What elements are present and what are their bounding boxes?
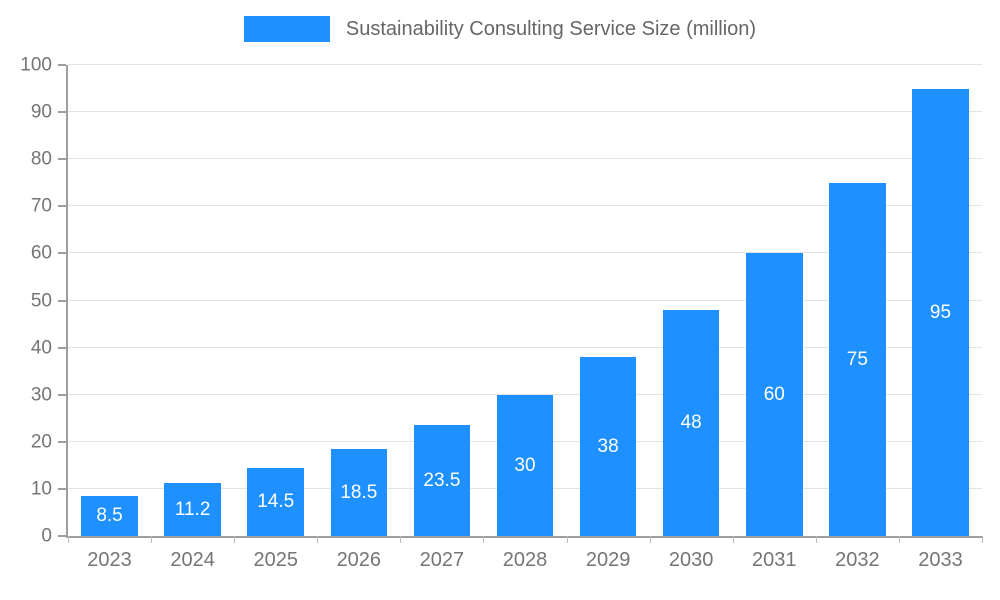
x-axis-tick	[732, 536, 734, 543]
bar-value-label: 38	[597, 436, 619, 458]
bar: 8.5	[81, 495, 138, 536]
bar-value-label: 48	[680, 412, 702, 434]
x-axis-label: 2032	[835, 549, 880, 571]
bar: 75	[829, 182, 886, 536]
y-axis-tick	[58, 158, 66, 161]
y-axis-label: 0	[41, 525, 52, 547]
chart-title: Sustainability Consulting Service Size (…	[345, 17, 757, 40]
bar: 95	[912, 88, 969, 536]
y-axis-label: 30	[30, 384, 52, 406]
y-axis-tick	[58, 440, 66, 443]
y-axis-label: 80	[30, 148, 52, 170]
x-axis-label: 2027	[419, 549, 465, 571]
bar: 60	[746, 253, 803, 536]
y-axis-label: 70	[30, 195, 52, 217]
y-axis-label: 50	[30, 290, 52, 311]
y-axis-tick	[58, 299, 66, 302]
bar-value-label: 11.2	[174, 499, 211, 521]
y-axis-tick	[58, 346, 66, 349]
y-axis-tick	[58, 487, 66, 490]
x-axis-label: 2023	[87, 549, 132, 571]
bar: 18.5	[330, 448, 388, 536]
x-axis-label: 2033	[918, 549, 963, 571]
gridline	[68, 252, 982, 254]
bar: 48	[662, 309, 720, 536]
y-axis-tick	[58, 64, 66, 66]
y-axis-label: 60	[30, 242, 52, 264]
bar-value-label: 23.5	[423, 470, 461, 492]
x-axis-tick	[483, 536, 485, 543]
legend: Sustainability Consulting Service Size (…	[0, 16, 1000, 42]
y-axis-tick	[58, 205, 66, 208]
bar-value-label: 18.5	[340, 481, 378, 503]
y-axis-tick	[58, 111, 66, 114]
x-axis-label: 2030	[668, 549, 714, 571]
bar-value-label: 75	[846, 348, 868, 370]
y-axis-label: 20	[30, 431, 52, 453]
plot-area: 0 10 20 30 40 50 60 70 80 90 100 8.5 2023 11.2 2024 14.…	[20, 56, 983, 570]
gridline	[68, 346, 982, 348]
gridline	[68, 111, 982, 113]
x-axis-tick	[982, 536, 983, 543]
x-axis-tick	[234, 536, 236, 543]
y-axis-tick	[58, 252, 66, 255]
gridline	[68, 64, 982, 65]
x-axis-label: 2028	[502, 549, 548, 571]
x-axis-tick	[400, 536, 402, 543]
x-axis-tick	[898, 536, 900, 543]
bar-value-label: 95	[929, 301, 952, 323]
x-axis-tick	[151, 536, 153, 543]
legend-swatch	[243, 16, 330, 42]
x-axis-label: 2025	[253, 549, 298, 571]
gridline	[68, 158, 982, 160]
bar-value-label: 30	[514, 454, 536, 476]
gridline	[68, 299, 982, 301]
y-axis-tick	[58, 393, 66, 396]
gridline	[68, 205, 982, 207]
bar-value-label: 8.5	[96, 505, 123, 527]
y-axis-tick	[58, 535, 66, 537]
bar: 23.5	[413, 425, 471, 536]
bar: 14.5	[247, 467, 304, 536]
x-axis-label: 2029	[585, 549, 631, 571]
x-axis-tick	[815, 536, 817, 543]
y-axis-label: 100	[20, 54, 52, 76]
bar: 30	[496, 394, 554, 536]
bar: 11.2	[164, 483, 221, 536]
bar: 38	[579, 357, 637, 536]
y-axis-label: 90	[30, 101, 52, 123]
bar-value-label: 14.5	[257, 491, 295, 513]
x-axis-label: 2026	[336, 549, 382, 571]
y-axis-label: 40	[30, 337, 52, 359]
gridline	[68, 393, 982, 395]
x-axis-label: 2031	[752, 549, 797, 571]
x-axis-tick	[566, 536, 568, 543]
x-axis-tick	[317, 536, 319, 543]
y-axis-label: 10	[30, 478, 52, 500]
bar-value-label: 60	[763, 384, 785, 406]
x-axis-tick	[68, 536, 69, 543]
x-axis-label: 2024	[170, 549, 215, 571]
x-axis-tick	[649, 536, 651, 543]
